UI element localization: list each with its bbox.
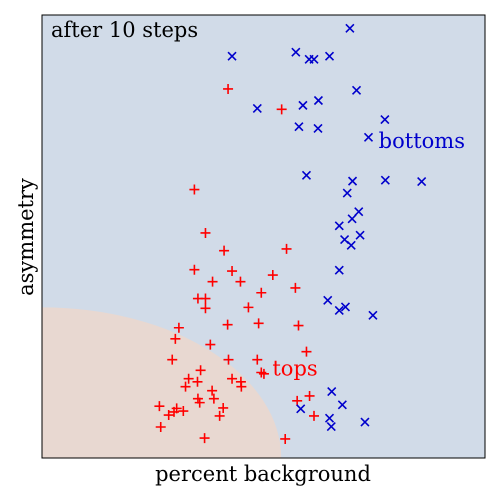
point-tops-24 (167, 354, 178, 365)
point-bottoms-4 (309, 54, 319, 64)
chart-title: after 10 steps (51, 18, 198, 42)
point-bottoms-0 (345, 23, 355, 33)
plot-frame (41, 14, 486, 459)
point-bottoms-14 (301, 170, 312, 180)
point-bottoms-6 (351, 85, 362, 95)
point-tops-17 (173, 322, 184, 333)
point-tops-43 (194, 397, 205, 408)
point-bottoms-18 (342, 188, 352, 198)
point-bottoms-29 (368, 310, 378, 320)
point-tops-4 (219, 245, 230, 256)
point-tops-47 (214, 410, 225, 421)
point-tops-20 (293, 320, 304, 331)
point-bottoms-24 (346, 240, 356, 250)
point-bottoms-5 (324, 51, 335, 61)
point-tops-22 (205, 339, 216, 350)
point-tops-1 (276, 104, 287, 115)
point-tops-49 (309, 410, 320, 421)
point-tops-19 (253, 318, 264, 329)
point-tops-14 (200, 293, 211, 304)
point-tops-27 (195, 365, 206, 376)
point-tops-46 (178, 406, 189, 417)
series-label-tops: tops (272, 357, 317, 381)
tops-region (42, 307, 282, 458)
point-tops-16 (243, 302, 254, 313)
point-bottoms-2 (291, 47, 301, 57)
data-marks (154, 23, 427, 444)
point-bottoms-17 (417, 177, 427, 187)
point-bottoms-20 (347, 214, 357, 224)
point-bottoms-33 (324, 413, 335, 423)
point-bottoms-7 (313, 95, 323, 106)
point-tops-21 (170, 333, 181, 344)
point-tops-9 (207, 276, 218, 287)
point-bottoms-31 (337, 400, 347, 410)
point-tops-11 (256, 287, 267, 298)
y-axis-label: asymmetry (14, 178, 38, 296)
point-tops-2 (189, 184, 200, 195)
point-tops-36 (236, 381, 247, 392)
point-tops-52 (280, 433, 291, 444)
point-tops-41 (154, 401, 165, 412)
point-bottoms-28 (334, 305, 344, 316)
point-tops-44 (218, 402, 229, 413)
point-tops-31 (227, 373, 238, 384)
point-tops-12 (290, 282, 301, 293)
point-bottoms-15 (347, 176, 358, 186)
point-tops-6 (189, 264, 200, 275)
point-tops-7 (227, 266, 238, 277)
point-tops-37 (304, 390, 315, 401)
point-bottoms-32 (296, 404, 306, 414)
point-tops-35 (207, 385, 218, 396)
series-label-bottoms: bottoms (379, 129, 465, 153)
point-bottoms-16 (380, 175, 390, 185)
point-tops-5 (281, 243, 292, 254)
point-tops-32 (180, 381, 191, 392)
point-tops-18 (222, 319, 233, 330)
point-tops-26 (252, 354, 263, 365)
point-bottoms-34 (326, 421, 336, 432)
point-tops-30 (183, 373, 194, 384)
point-bottoms-21 (334, 221, 344, 231)
point-tops-0 (223, 83, 234, 94)
point-bottoms-30 (327, 386, 337, 397)
point-bottoms-26 (323, 295, 333, 305)
point-bottoms-8 (298, 100, 308, 110)
point-tops-25 (223, 354, 234, 365)
point-bottoms-9 (252, 103, 262, 114)
point-bottoms-11 (294, 122, 304, 132)
point-tops-39 (208, 393, 219, 404)
point-bottoms-25 (334, 265, 344, 275)
point-tops-33 (192, 376, 203, 387)
point-bottoms-19 (354, 207, 364, 217)
point-tops-10 (235, 276, 246, 287)
point-tops-23 (301, 346, 312, 357)
point-tops-8 (267, 270, 278, 281)
point-tops-15 (200, 303, 211, 314)
point-tops-45 (169, 406, 180, 417)
point-bottoms-35 (360, 417, 370, 427)
point-bottoms-12 (313, 123, 323, 133)
point-bottoms-22 (355, 230, 365, 240)
point-tops-40 (292, 395, 303, 406)
point-bottoms-10 (380, 114, 390, 125)
point-tops-48 (163, 410, 174, 421)
point-bottoms-27 (340, 302, 351, 312)
point-tops-51 (199, 433, 210, 444)
point-bottoms-13 (363, 132, 374, 142)
point-tops-50 (155, 421, 166, 432)
x-axis-label: percent background (155, 462, 371, 486)
point-tops-29 (258, 368, 269, 379)
point-tops-3 (200, 227, 211, 238)
point-bottoms-1 (227, 51, 237, 61)
